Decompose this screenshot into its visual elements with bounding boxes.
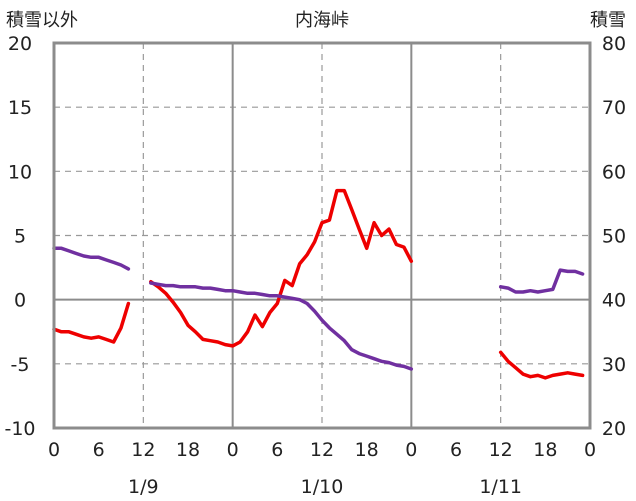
x-tick: 0 [227, 439, 239, 461]
x-tick: 6 [450, 439, 462, 461]
x-tick: 12 [310, 439, 334, 461]
x-tick: 0 [405, 439, 417, 461]
x-tick: 18 [533, 439, 557, 461]
series-2-segment-2 [149, 281, 414, 371]
date-label: 1/10 [301, 476, 344, 498]
series-1-segment-3 [498, 350, 585, 380]
x-tick: 18 [176, 439, 200, 461]
x-tick: 0 [48, 439, 60, 461]
y-tick-right: 40 [602, 290, 626, 312]
date-label: 1/11 [479, 476, 522, 498]
series-1-segment-1 [52, 301, 131, 344]
y-tick-left: 0 [14, 290, 26, 312]
right-axis-label: 積雪 [590, 10, 626, 31]
series-2-segment-3 [498, 268, 585, 294]
y-tick-right: 30 [602, 354, 626, 376]
x-tick: 6 [93, 439, 105, 461]
x-tick: 0 [584, 439, 596, 461]
y-tick-left: -5 [11, 354, 30, 376]
y-tick-right: 50 [602, 226, 626, 248]
x-tick: 12 [131, 439, 155, 461]
x-tick: 6 [271, 439, 283, 461]
x-tick: 18 [355, 439, 379, 461]
grid-lines [54, 43, 590, 428]
plot-frame [52, 41, 592, 430]
y-tick-left: 10 [8, 161, 32, 183]
y-tick-left: 20 [8, 33, 32, 55]
y-tick-right: 60 [602, 161, 626, 183]
y-tick-right: 80 [602, 33, 626, 55]
series-1-segment-2 [149, 188, 414, 348]
y-tick-left: -10 [4, 418, 35, 440]
y-tick-right: 70 [602, 97, 626, 119]
x-tick: 12 [489, 439, 513, 461]
left-axis-label: 積雪以外 [6, 10, 78, 31]
series-lines [52, 188, 585, 380]
y-tick-right: 20 [602, 418, 626, 440]
chart-title: 内海峠 [295, 10, 349, 31]
series-2-segment-1 [52, 246, 131, 271]
date-label: 1/9 [128, 476, 159, 498]
y-tick-left: 5 [14, 226, 26, 248]
y-tick-left: 15 [8, 97, 32, 119]
